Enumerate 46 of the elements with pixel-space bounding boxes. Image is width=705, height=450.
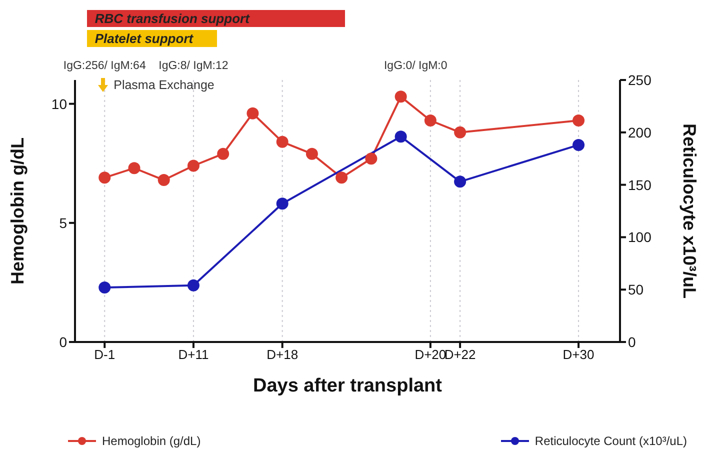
x-tick-label: D+22 [444, 347, 476, 362]
y2-tick-label: 100 [628, 229, 652, 246]
x-axis-title: Days after transplant [252, 375, 443, 396]
point [276, 198, 288, 210]
point [454, 126, 466, 138]
x-tick-label: D+30 [562, 347, 594, 362]
point [336, 172, 348, 184]
point [98, 282, 111, 294]
point [158, 174, 170, 186]
point [424, 114, 436, 126]
point [187, 279, 200, 292]
point [365, 152, 378, 165]
x-tick-label: D+20 [414, 347, 446, 362]
x-tick-label: D+18 [266, 347, 298, 362]
point [572, 114, 585, 126]
text: Platelet support [86, 30, 218, 47]
y2-axis-title: Reticulocyte x10³/uL [680, 123, 700, 299]
point [394, 90, 407, 103]
y2-tick-label: 50 [628, 282, 644, 298]
y-tick-label: 0 [59, 334, 68, 350]
y2-tick-label: 200 [628, 124, 652, 140]
y-tick-label: 10 [51, 96, 68, 112]
y-tick-label: 5 [59, 214, 68, 231]
legend-label: Reticulocyte Count (x10³/uL) [534, 434, 687, 448]
point [454, 176, 466, 188]
y2-tick-label: 0 [628, 334, 636, 350]
x-tick-label: D+11 [178, 347, 209, 362]
point [98, 172, 111, 184]
point [572, 138, 585, 151]
point [187, 160, 200, 172]
text: IgG:8/ IgM:12 [158, 60, 228, 72]
text: IgG:0/ IgM:0 [384, 60, 448, 72]
point [276, 136, 288, 148]
annotation: Plasma Exchange [114, 78, 214, 92]
text: RBC transfusion support [86, 10, 345, 27]
legend-label: Hemoglobin (g/dL) [102, 434, 201, 448]
point [128, 162, 140, 174]
y2-tick-label: 150 [628, 176, 652, 193]
point [217, 148, 230, 160]
text: IgG:256/ IgM:64 [63, 60, 146, 72]
point [246, 107, 259, 120]
y-axis-title: Hemoglobin g/dL [7, 138, 28, 284]
point [306, 148, 318, 160]
y2-tick-label: 250 [628, 72, 652, 88]
x-tick-label: D-1 [94, 347, 116, 362]
point [394, 130, 407, 143]
